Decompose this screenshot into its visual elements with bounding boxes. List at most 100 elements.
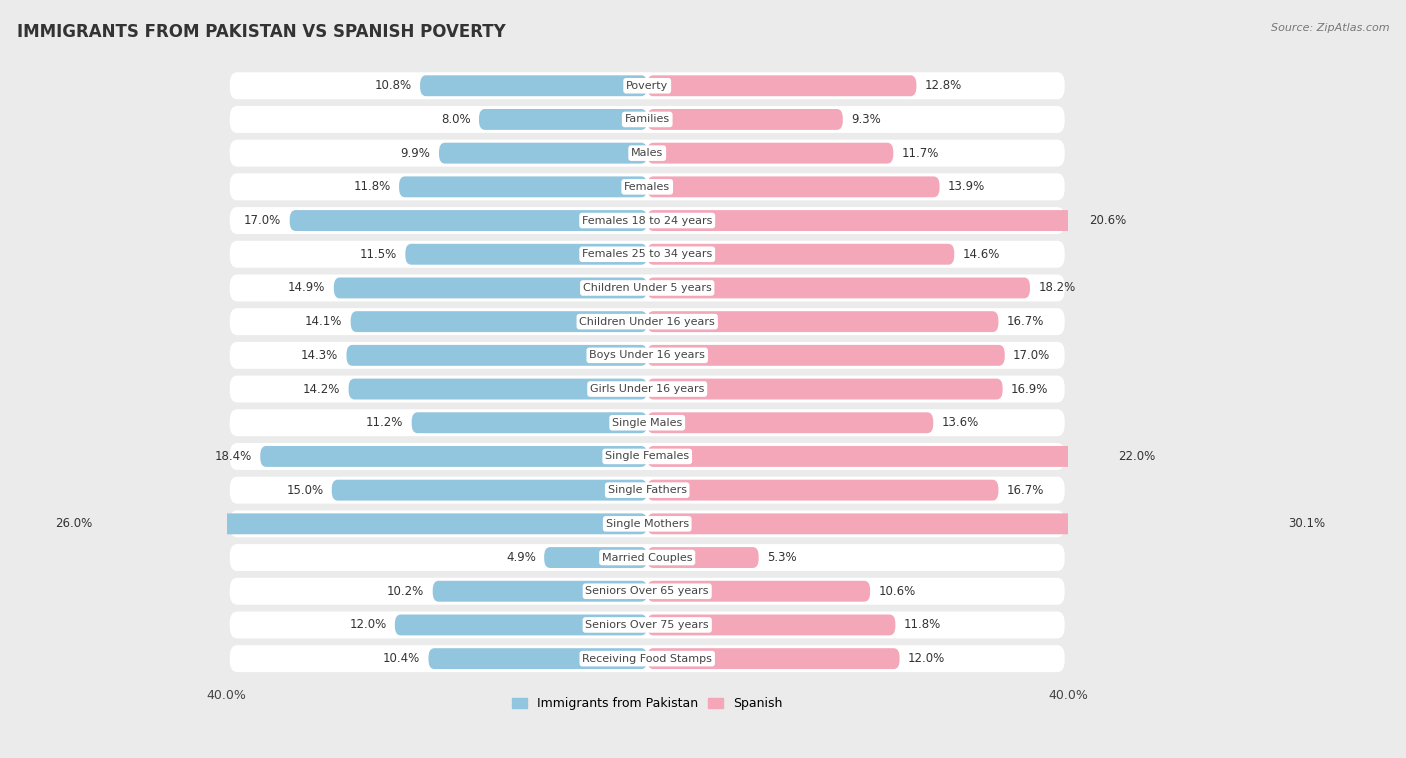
Text: 5.3%: 5.3% [768,551,797,564]
Text: 11.8%: 11.8% [353,180,391,193]
Text: 10.6%: 10.6% [879,584,915,598]
Text: 11.7%: 11.7% [901,146,939,160]
Text: 14.6%: 14.6% [963,248,1000,261]
FancyBboxPatch shape [647,143,893,164]
FancyBboxPatch shape [647,277,1031,299]
FancyBboxPatch shape [229,477,1064,503]
FancyBboxPatch shape [647,648,900,669]
FancyBboxPatch shape [647,244,955,265]
Text: 30.1%: 30.1% [1289,518,1326,531]
Text: Females: Females [624,182,671,192]
FancyBboxPatch shape [229,578,1064,605]
Text: 22.0%: 22.0% [1118,450,1156,463]
Text: IMMIGRANTS FROM PAKISTAN VS SPANISH POVERTY: IMMIGRANTS FROM PAKISTAN VS SPANISH POVE… [17,23,506,41]
FancyBboxPatch shape [439,143,647,164]
FancyBboxPatch shape [433,581,647,602]
Text: Poverty: Poverty [626,81,668,91]
FancyBboxPatch shape [229,309,1064,335]
FancyBboxPatch shape [647,581,870,602]
Text: 26.0%: 26.0% [55,518,91,531]
Text: Single Males: Single Males [612,418,682,428]
FancyBboxPatch shape [229,207,1064,234]
Text: 9.9%: 9.9% [401,146,430,160]
Text: Single Mothers: Single Mothers [606,518,689,529]
FancyBboxPatch shape [350,312,647,332]
FancyBboxPatch shape [333,277,647,299]
Text: 12.0%: 12.0% [349,619,387,631]
Text: Males: Males [631,148,664,158]
FancyBboxPatch shape [420,75,647,96]
FancyBboxPatch shape [647,345,1005,366]
FancyBboxPatch shape [647,378,1002,399]
Text: 16.7%: 16.7% [1007,315,1045,328]
Text: 11.2%: 11.2% [366,416,404,429]
Text: 17.0%: 17.0% [245,214,281,227]
Text: 12.8%: 12.8% [925,80,962,92]
FancyBboxPatch shape [647,446,1109,467]
Text: 13.9%: 13.9% [948,180,986,193]
FancyBboxPatch shape [229,544,1064,571]
Text: Boys Under 16 years: Boys Under 16 years [589,350,706,360]
FancyBboxPatch shape [229,510,1064,537]
FancyBboxPatch shape [647,109,842,130]
FancyBboxPatch shape [647,513,1281,534]
Text: 8.0%: 8.0% [441,113,471,126]
Text: 13.6%: 13.6% [942,416,979,429]
FancyBboxPatch shape [229,72,1064,99]
Text: 12.0%: 12.0% [908,652,945,665]
Text: Females 25 to 34 years: Females 25 to 34 years [582,249,713,259]
Text: 11.8%: 11.8% [904,619,941,631]
Text: 14.9%: 14.9% [288,281,325,294]
Text: Seniors Over 75 years: Seniors Over 75 years [585,620,709,630]
FancyBboxPatch shape [332,480,647,500]
FancyBboxPatch shape [647,177,939,197]
FancyBboxPatch shape [290,210,647,231]
FancyBboxPatch shape [405,244,647,265]
FancyBboxPatch shape [544,547,647,568]
Text: 18.4%: 18.4% [215,450,252,463]
FancyBboxPatch shape [395,615,647,635]
FancyBboxPatch shape [229,241,1064,268]
FancyBboxPatch shape [647,210,1080,231]
Text: Families: Families [624,114,669,124]
Text: 16.7%: 16.7% [1007,484,1045,496]
FancyBboxPatch shape [229,443,1064,470]
Text: Girls Under 16 years: Girls Under 16 years [591,384,704,394]
Text: 10.4%: 10.4% [382,652,420,665]
Legend: Immigrants from Pakistan, Spanish: Immigrants from Pakistan, Spanish [508,692,787,715]
Text: 9.3%: 9.3% [851,113,882,126]
Text: 15.0%: 15.0% [287,484,323,496]
FancyBboxPatch shape [100,513,647,534]
Text: 11.5%: 11.5% [360,248,396,261]
Text: 18.2%: 18.2% [1039,281,1076,294]
FancyBboxPatch shape [429,648,647,669]
FancyBboxPatch shape [647,480,998,500]
Text: Females 18 to 24 years: Females 18 to 24 years [582,215,713,226]
Text: Children Under 5 years: Children Under 5 years [583,283,711,293]
FancyBboxPatch shape [346,345,647,366]
Text: 20.6%: 20.6% [1088,214,1126,227]
Text: Receiving Food Stamps: Receiving Food Stamps [582,653,713,664]
Text: 17.0%: 17.0% [1014,349,1050,362]
FancyBboxPatch shape [229,612,1064,638]
FancyBboxPatch shape [229,645,1064,672]
FancyBboxPatch shape [229,342,1064,369]
FancyBboxPatch shape [260,446,647,467]
Text: Source: ZipAtlas.com: Source: ZipAtlas.com [1271,23,1389,33]
Text: 14.3%: 14.3% [301,349,337,362]
Text: 14.1%: 14.1% [305,315,342,328]
FancyBboxPatch shape [647,615,896,635]
FancyBboxPatch shape [229,139,1064,167]
FancyBboxPatch shape [229,409,1064,436]
FancyBboxPatch shape [647,547,759,568]
FancyBboxPatch shape [399,177,647,197]
Text: Single Fathers: Single Fathers [607,485,686,495]
FancyBboxPatch shape [229,375,1064,402]
FancyBboxPatch shape [229,274,1064,302]
FancyBboxPatch shape [647,412,934,433]
FancyBboxPatch shape [647,75,917,96]
FancyBboxPatch shape [349,378,647,399]
FancyBboxPatch shape [412,412,647,433]
Text: Children Under 16 years: Children Under 16 years [579,317,716,327]
FancyBboxPatch shape [229,106,1064,133]
